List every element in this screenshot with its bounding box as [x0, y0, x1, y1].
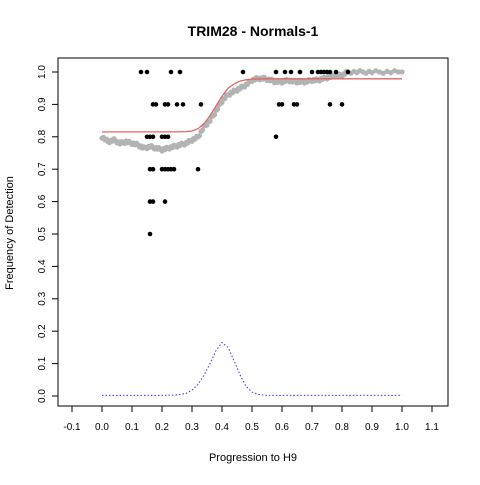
- smoothed-point: [395, 69, 401, 75]
- observed-point: [180, 102, 186, 107]
- observed-point: [288, 69, 294, 75]
- smoothed-point: [199, 127, 206, 133]
- y-tick-label: 0.6: [37, 194, 48, 208]
- observed-point: [327, 102, 333, 107]
- observed-point: [150, 166, 156, 172]
- observed-point: [273, 69, 279, 75]
- observed-point: [150, 199, 156, 204]
- observed-point: [174, 102, 180, 107]
- y-tick-label: 0.9: [37, 97, 48, 111]
- y-tick-label: 0.5: [37, 227, 48, 241]
- x-axis: -0.1 0.0 0.1 0.2 0.3 0.4 0.5 0.6 0.7 0.8 0.9 1.0 1.1: [63, 406, 439, 433]
- observed-point: [327, 69, 333, 75]
- observed-point: [144, 69, 150, 75]
- x-tick-label: 1.1: [425, 422, 439, 433]
- observed-point: [294, 102, 300, 107]
- observed-point: [240, 69, 246, 75]
- x-tick-label: 0.3: [185, 422, 199, 433]
- observed-point: [177, 69, 183, 75]
- x-tick-label: -0.1: [63, 422, 81, 433]
- y-axis: 0.0 0.1 0.2 0.3 0.4 0.5 0.6 0.7 0.8 0.9 1.0: [37, 65, 58, 403]
- x-tick-label: 0.9: [365, 422, 379, 433]
- x-axis-label: Progression to H9: [209, 452, 297, 464]
- x-tick-label: 1.0: [395, 422, 409, 433]
- y-tick-label: 0.2: [37, 324, 48, 338]
- observed-point: [279, 102, 285, 107]
- observed-series: [138, 69, 351, 237]
- observed-point: [165, 134, 171, 140]
- y-axis-label: Frequency of Detection: [4, 176, 16, 290]
- observed-point: [153, 102, 159, 107]
- x-tick-label: 0.7: [305, 422, 319, 433]
- observed-point: [297, 69, 303, 75]
- smoothed-point: [399, 69, 405, 75]
- observed-point: [309, 69, 315, 75]
- y-tick-label: 0.1: [37, 356, 48, 370]
- series-layer: [99, 68, 405, 396]
- y-tick-label: 0.3: [37, 291, 48, 305]
- observed-point: [273, 134, 279, 140]
- smoothed-point: [214, 106, 221, 112]
- observed-point: [165, 102, 171, 107]
- observed-point: [198, 102, 204, 107]
- observed-point: [195, 166, 201, 172]
- y-tick-label: 0.8: [37, 129, 48, 143]
- x-tick-label: 0.1: [125, 422, 139, 433]
- smoothed-point: [207, 118, 213, 124]
- observed-point: [147, 231, 153, 237]
- observed-point: [171, 166, 177, 172]
- plot-frame: [57, 57, 449, 407]
- y-tick-label: 0.4: [37, 259, 48, 273]
- observed-point: [138, 69, 144, 75]
- observed-point: [282, 69, 288, 75]
- smoothed-point: [211, 112, 218, 118]
- density-line: [102, 341, 402, 396]
- observed-point: [168, 69, 174, 75]
- smoothed-point: [196, 133, 203, 139]
- x-tick-label: 0.5: [245, 422, 259, 433]
- observed-point: [150, 134, 156, 140]
- y-tick-label: 0.7: [37, 162, 48, 176]
- x-tick-label: 0.6: [275, 422, 289, 433]
- x-tick-label: 0.4: [215, 422, 229, 433]
- x-tick-label: 0.8: [335, 422, 349, 433]
- y-tick-label: 0.0: [37, 389, 48, 403]
- fit-line: [102, 78, 402, 133]
- observed-point: [162, 199, 168, 204]
- observed-point: [339, 102, 345, 107]
- chart-title: TRIM28 - Normals-1: [188, 23, 319, 39]
- observed-point: [345, 69, 351, 75]
- observed-point: [333, 69, 339, 75]
- x-tick-label: 0.0: [95, 422, 109, 433]
- y-tick-label: 1.0: [37, 65, 48, 79]
- x-tick-label: 0.2: [155, 422, 169, 433]
